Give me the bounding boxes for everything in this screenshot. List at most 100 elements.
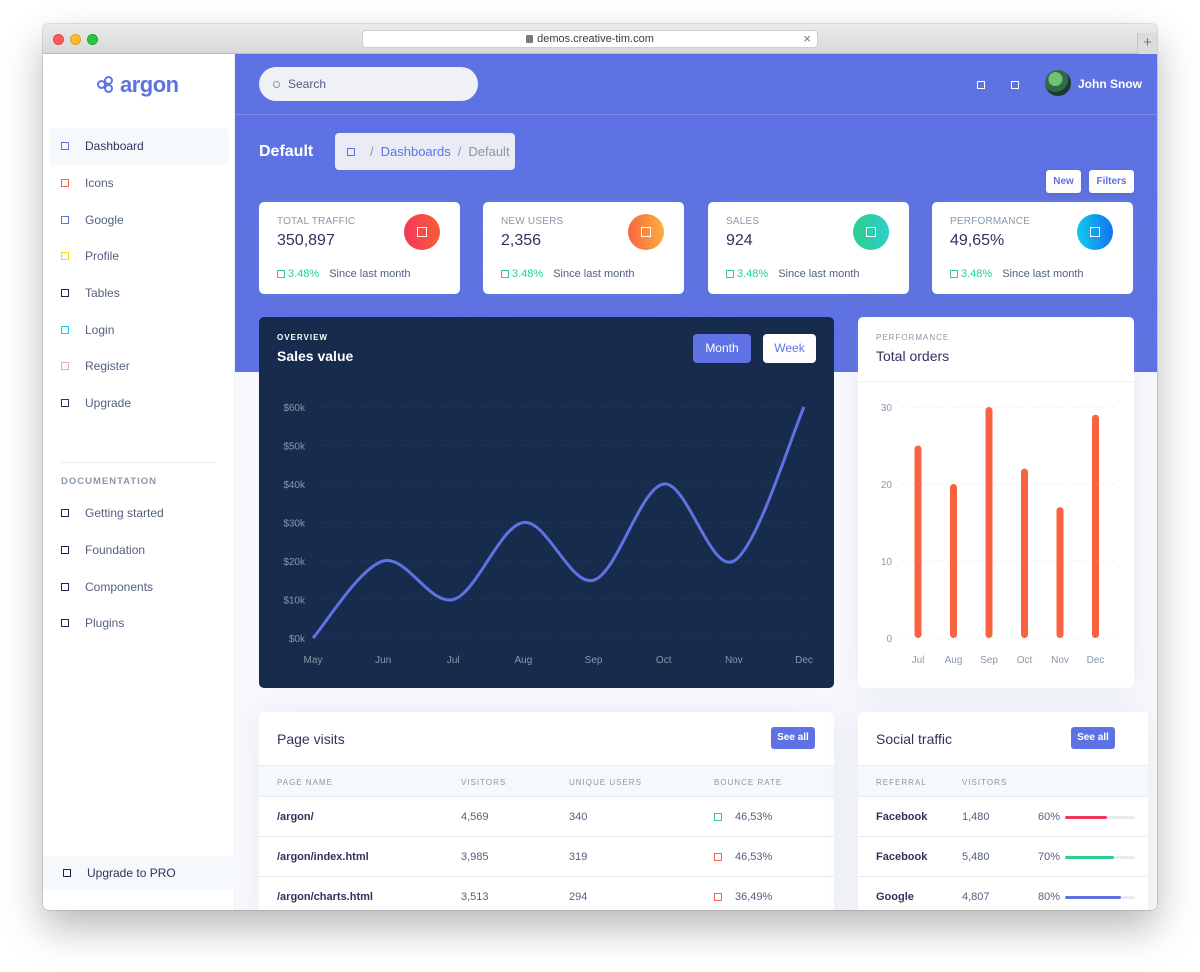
breadcrumb-dashboards[interactable]: Dashboards	[380, 144, 451, 159]
overview-label: OVERVIEW	[277, 333, 328, 342]
visitors-cell: 3,985	[461, 851, 489, 863]
progress-fill	[1065, 816, 1107, 819]
brand-name: argon	[120, 72, 179, 97]
doc-icon	[61, 509, 69, 518]
trend-icon	[714, 893, 722, 901]
home-icon[interactable]	[347, 147, 355, 156]
apps-icon[interactable]	[1011, 81, 1019, 89]
avatar[interactable]	[1045, 70, 1071, 96]
filters-button[interactable]: Filters	[1089, 170, 1134, 193]
main-content: Search John Snow Default / Dashboards / …	[235, 54, 1157, 910]
sidebar-item-register[interactable]: Register	[49, 348, 229, 385]
x-tick-label: Jul	[912, 655, 925, 666]
sidebar-item-tables[interactable]: Tables	[49, 275, 229, 312]
breadcrumb: / Dashboards / Default	[335, 133, 515, 170]
doc-item-getting-started[interactable]: Getting started	[49, 495, 229, 532]
referral-cell: Facebook	[876, 811, 928, 823]
stat-change-value: 3.48%	[961, 268, 993, 280]
doc-item-plugins[interactable]: Plugins	[49, 605, 229, 642]
x-tick-label: Aug	[515, 655, 533, 666]
unique-users-cell: 294	[569, 891, 588, 903]
bounce-rate-cell: 46,53%	[714, 851, 772, 863]
table-row[interactable]: /argon/charts.html 3,513 294 36,49%	[259, 877, 834, 910]
page-visits-see-all-button[interactable]: See all	[771, 727, 815, 749]
doc-item-label: Foundation	[85, 543, 146, 558]
search-input[interactable]: Search	[259, 67, 478, 101]
new-tab-button[interactable]: +	[1137, 33, 1157, 54]
arrow-up-icon	[726, 270, 734, 278]
month-button[interactable]: Month	[693, 334, 751, 363]
doc-item-foundation[interactable]: Foundation	[49, 532, 229, 569]
table-row[interactable]: /argon/4,569 340 46,53%	[259, 797, 834, 837]
documentation-heading: DOCUMENTATION	[61, 476, 158, 487]
progress-bar	[1065, 856, 1135, 859]
upgrade-to-pro-button[interactable]: Upgrade to PRO	[43, 856, 235, 890]
close-icon[interactable]: ×	[803, 31, 811, 46]
sidebar-item-profile[interactable]: Profile	[49, 238, 229, 275]
stat-value: 924	[726, 232, 753, 249]
sidebar-item-label: Register	[85, 359, 130, 374]
column-header: VISITORS	[962, 778, 1008, 787]
stat-since: Since last month	[329, 268, 411, 280]
doc-item-components[interactable]: Components	[49, 568, 229, 605]
sidebar-item-login[interactable]: Login	[49, 311, 229, 348]
breadcrumb-current: Default	[468, 144, 510, 159]
stat-value: 2,356	[501, 232, 542, 249]
y-tick-label: $50k	[283, 442, 306, 453]
sales-line-chart: $0k $10k $20k $30k $40k $50k $60k May Jun Jul Aug S…	[283, 403, 813, 666]
sidebar-item-label: Google	[85, 212, 124, 227]
week-button[interactable]: Week	[763, 334, 816, 363]
table-row[interactable]: Facebook 1,480 60%	[858, 797, 1148, 837]
page-visits-table-header: PAGE NAME VISITORS UNIQUE USERS BOUNCE R…	[259, 765, 834, 797]
sidebar-item-icons[interactable]: Icons	[49, 165, 229, 202]
header-divider	[235, 114, 1157, 115]
visitors-cell: 3,513	[461, 891, 489, 903]
sidebar-item-dashboard[interactable]: Dashboard	[49, 128, 229, 165]
maximize-window-button[interactable]	[87, 34, 98, 45]
progress-fill	[1065, 896, 1121, 899]
dashboard-icon	[61, 142, 69, 151]
stat-icon	[1077, 214, 1113, 250]
column-header: VISITORS	[461, 778, 507, 787]
doc-icon	[61, 619, 69, 628]
stat-value: 350,897	[277, 232, 335, 249]
page-name-cell: /argon/index.html	[277, 851, 369, 863]
stat-card: SALES 924 3.48% Since last month	[708, 202, 909, 294]
table-row[interactable]: Facebook 5,480 70%	[858, 837, 1148, 877]
progress-bar	[1065, 816, 1135, 819]
upgrade-icon	[61, 399, 69, 408]
page-name-cell: /argon/	[277, 811, 314, 823]
sidebar-item-label: Upgrade	[85, 396, 132, 411]
stat-card: PERFORMANCE 49,65% 3.48% Since last month	[932, 202, 1133, 294]
sidebar-item-google[interactable]: Google	[49, 201, 229, 238]
sidebar-item-upgrade[interactable]: Upgrade	[49, 385, 229, 422]
stat-change-value: 3.48%	[512, 268, 544, 280]
sales-value-card: OVERVIEW Sales value Month Week $0k $10k $…	[259, 317, 834, 688]
sidebar-divider	[61, 462, 216, 463]
stat-footer: 3.48% Since last month	[277, 268, 411, 280]
user-name[interactable]: John Snow	[1078, 77, 1142, 91]
y-tick-label: 30	[881, 403, 893, 414]
x-tick-label: Dec	[1087, 655, 1105, 666]
stat-value: 49,65%	[950, 232, 1005, 249]
minimize-window-button[interactable]	[70, 34, 81, 45]
arrow-up-icon	[501, 270, 509, 278]
brand-logo[interactable]: argon	[97, 72, 179, 98]
new-button[interactable]: New	[1046, 170, 1081, 193]
percent-cell: 70%	[1038, 851, 1061, 863]
x-tick-label: Oct	[656, 655, 672, 666]
table-row[interactable]: /argon/index.html 3,985 319 46,53%	[259, 837, 834, 877]
stat-icon	[404, 214, 440, 250]
close-window-button[interactable]	[53, 34, 64, 45]
address-bar[interactable]: demos.creative-tim.com ×	[362, 30, 818, 48]
bar	[950, 484, 957, 638]
arrow-up-icon	[277, 270, 285, 278]
stat-label: TOTAL TRAFFIC	[277, 216, 356, 227]
stat-card: NEW USERS 2,356 3.48% Since last month	[483, 202, 684, 294]
trend-icon	[714, 813, 722, 821]
notification-icon[interactable]	[977, 81, 985, 89]
table-row[interactable]: Google 4,807 80%	[858, 877, 1148, 910]
sales-value-title: Sales value	[277, 348, 354, 364]
y-tick-label: 0	[886, 634, 892, 645]
social-traffic-see-all-button[interactable]: See all	[1071, 727, 1115, 749]
